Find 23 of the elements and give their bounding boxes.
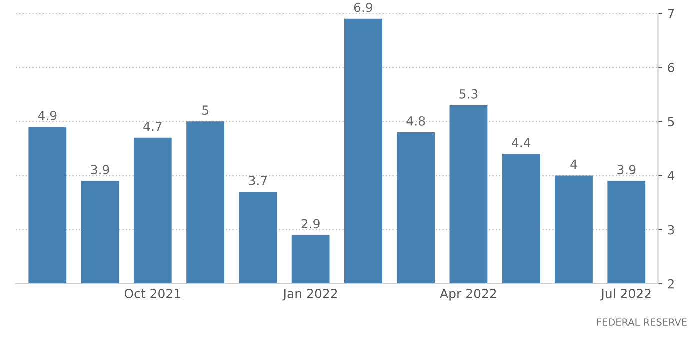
- data-label: 3.9: [91, 165, 110, 175]
- y-tick-label: 6: [668, 63, 674, 73]
- y-tick-label: 3: [668, 225, 674, 235]
- data-label: 4: [570, 160, 578, 169]
- data-label: 2.9: [302, 219, 320, 229]
- data-label: 3.7: [249, 176, 268, 186]
- data-label: 4.8: [406, 116, 426, 126]
- data-label: 3.9: [618, 165, 636, 175]
- data-label: 4.7: [144, 122, 162, 132]
- y-tick-label: 2: [668, 279, 674, 289]
- text: FEDERAL RESERVE: [597, 318, 687, 326]
- y-tick-label: 5: [668, 117, 674, 127]
- data-label: 5: [202, 106, 208, 116]
- data-label: 6.9: [354, 2, 373, 12]
- y-tick-label: 7: [668, 9, 674, 18]
- data-label: 4.9: [38, 111, 57, 120]
- x-tick-label: Jul 2022: [600, 288, 651, 301]
- data-label: 5.3: [460, 89, 478, 99]
- x-tick-label: Apr 2022: [440, 289, 496, 301]
- x-tick-label: Jan 2022: [282, 289, 338, 301]
- x-tick-label: Oct 2021: [124, 289, 180, 298]
- data-label: 4.4: [512, 138, 531, 148]
- y-tick-label: 4: [668, 171, 674, 181]
